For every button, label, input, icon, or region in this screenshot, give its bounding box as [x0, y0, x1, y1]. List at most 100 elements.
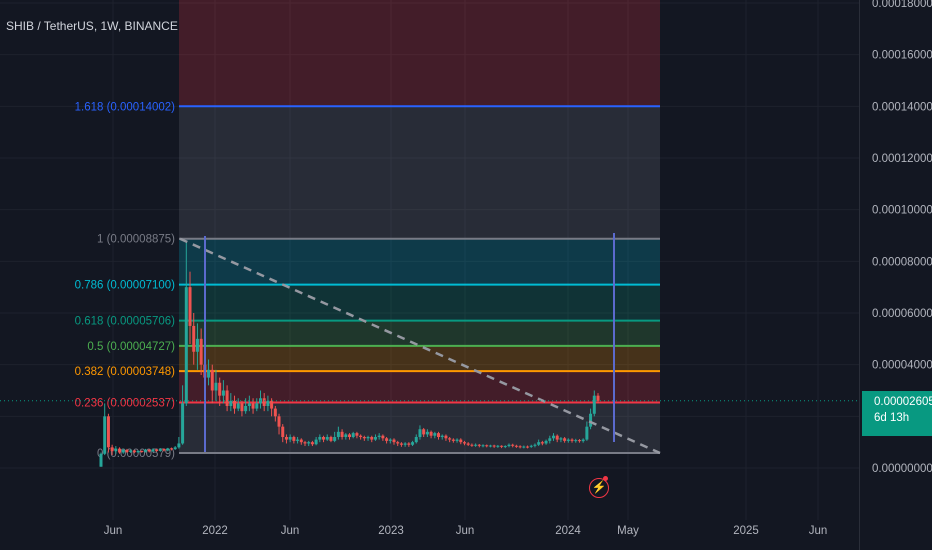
candle-body	[414, 437, 418, 443]
candle-body	[125, 449, 129, 452]
candle-body	[503, 446, 507, 448]
candle-body	[192, 325, 196, 352]
candle-body	[377, 435, 381, 437]
candle-body	[589, 413, 593, 427]
candle-body	[236, 403, 240, 409]
candle-body	[477, 444, 481, 446]
candle-body	[563, 438, 567, 441]
candle-body	[566, 439, 570, 441]
fib-zone	[179, 371, 660, 403]
candle-body	[407, 443, 411, 445]
candle-body	[500, 445, 504, 447]
fib-zone	[179, 106, 660, 239]
candle-body	[388, 439, 392, 441]
candle-body	[322, 437, 326, 440]
candle-body	[451, 439, 455, 441]
candle-body	[266, 400, 270, 406]
time-tick-label: 2024	[555, 525, 581, 537]
fibonacci-retracement[interactable]: 1.618 (0.00014002) 1 (0.00008875) 0.786 (0…	[75, 0, 660, 460]
candle-body	[281, 426, 285, 437]
lightning-icon[interactable]: ⚡	[589, 478, 609, 498]
candle-body	[144, 449, 148, 452]
candle-body	[229, 400, 233, 406]
grid-lines	[0, 0, 859, 520]
candle-body	[314, 439, 318, 445]
candle-body	[481, 445, 485, 447]
candle-body	[596, 395, 600, 401]
candle-body	[177, 443, 181, 448]
candle-body	[448, 438, 452, 440]
dashed-trend-line	[179, 237, 661, 455]
candle-body	[106, 416, 110, 448]
candle-body	[103, 416, 107, 454]
candle-body	[533, 444, 537, 446]
candle-body	[514, 445, 518, 447]
fib-level-label: 1.618 (0.00014002)	[75, 101, 176, 113]
fib-level-label: 0.382 (0.00003748)	[75, 366, 176, 378]
candle-body	[284, 437, 288, 440]
fib-zone	[179, 345, 660, 372]
candle-body	[199, 338, 203, 365]
candle-body	[318, 437, 322, 440]
fib-zone	[179, 284, 660, 321]
fib-level-label: 0.236 (0.00002537)	[75, 397, 176, 409]
candle-body	[255, 403, 259, 409]
candle-body	[548, 438, 552, 441]
candle-body	[140, 450, 144, 452]
candle-body	[459, 439, 463, 443]
candle-body	[466, 443, 470, 445]
fib-zone	[179, 320, 660, 346]
candle-body	[399, 443, 403, 445]
candle-body	[440, 435, 444, 437]
candle-body	[392, 439, 396, 443]
candle-body	[540, 442, 544, 444]
candle-body	[251, 403, 255, 409]
candle-body	[310, 442, 314, 445]
candle-body	[155, 449, 159, 451]
candle-body	[403, 443, 407, 445]
candle-body	[292, 437, 296, 441]
candle-body	[210, 369, 214, 391]
candle-body	[244, 406, 248, 412]
candle-body	[129, 450, 133, 452]
price-tick-label: 0.00000000	[872, 463, 932, 475]
candle-body	[99, 453, 103, 467]
candle-body	[169, 448, 173, 450]
candle-body	[455, 439, 459, 441]
time-tick-label: 2023	[378, 525, 404, 537]
candle-body	[444, 435, 448, 439]
price-tick-label: 0.00018000	[872, 0, 932, 10]
candle-body	[207, 369, 211, 378]
fib-level-label: 0.5 (0.00004727)	[87, 341, 175, 353]
candle-body	[336, 431, 340, 437]
candle-body	[474, 444, 478, 446]
candle-body	[225, 390, 229, 406]
candle-body	[559, 438, 563, 440]
drawing-overlay	[0, 233, 859, 455]
time-tick-label: May	[617, 525, 639, 537]
candle-body	[396, 442, 400, 444]
candle-body	[270, 400, 274, 409]
symbol-title[interactable]: SHIB / TetherUS, 1W, BINANCE	[6, 19, 178, 33]
candle-body	[288, 437, 292, 440]
last-price-badge: 0.00002605 6d 13h	[862, 391, 932, 436]
candle-body	[114, 448, 118, 452]
candle-body	[537, 442, 541, 445]
candle-body	[555, 435, 559, 440]
candle-body	[344, 434, 348, 437]
candle-body	[507, 444, 511, 447]
candle-body	[526, 446, 530, 448]
candle-body	[385, 438, 389, 441]
candle-body	[359, 435, 363, 437]
candle-body	[492, 445, 496, 447]
time-axis[interactable]: Jun 2022 Jun 2023 Jun 2024 May 2025 Jun	[104, 525, 828, 537]
candle-body	[233, 400, 237, 409]
time-tick-label: Jun	[456, 525, 475, 537]
price-tick-label: 0.00016000	[872, 50, 932, 62]
candle-body	[307, 442, 311, 444]
candle-body	[411, 442, 415, 445]
candle-body	[136, 450, 140, 453]
fib-zone	[179, 238, 660, 285]
price-axis-separator	[859, 0, 860, 550]
